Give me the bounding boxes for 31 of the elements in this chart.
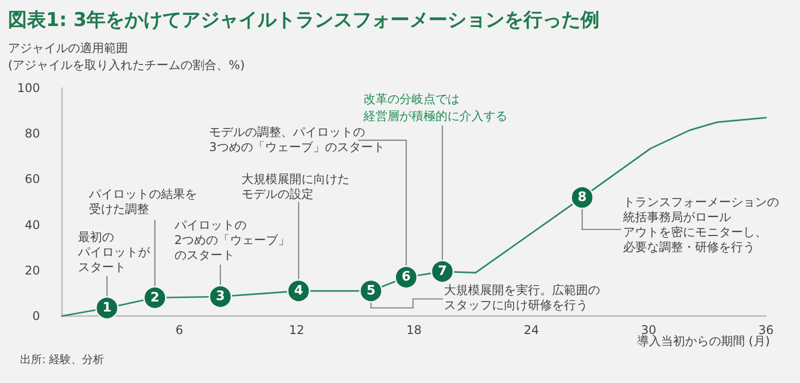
annotation: モデルの調整、パイロットの3つめの「ウェーブ」のスタート	[209, 125, 385, 156]
annotation: パイロットの2つめの「ウェーブ」のスタート	[174, 218, 290, 263]
x-tick-label: 12	[289, 323, 304, 337]
annotation: 最初のパイロットがスタート	[78, 230, 150, 276]
y-tick-label: 80	[24, 126, 40, 141]
x-tick-label: 24	[524, 323, 539, 337]
y-tick-label: 0	[32, 309, 40, 323]
annotation: 3	[216, 289, 225, 304]
annotation: 6	[402, 270, 411, 285]
annotation: 大規模展開を実行。広範囲のスタッフに向け研修を行う	[444, 282, 600, 313]
annotation: 8	[578, 190, 587, 205]
y-axis-title: アジャイルの適用範囲 (アジャイルを取り入れたチームの割合、%)	[8, 40, 245, 74]
annotation: トランスフォーメーションの統括事務局がロールアウトを密にモニターし、必要な調整・研修を行う	[623, 195, 780, 256]
annotation: 4	[294, 283, 304, 298]
annotation: 7	[438, 264, 447, 280]
annotation: 大規模展開に向けたモデルの設定	[242, 172, 350, 202]
y-tick-label: 100	[17, 81, 40, 95]
text: 出所: 経験、分析	[20, 352, 104, 367]
annotation: 2	[150, 290, 160, 306]
x-tick-label: 36	[758, 323, 774, 337]
x-tick-label: 6	[176, 323, 184, 337]
annotation: 改革の分岐点では経営層が積極的に介入する	[363, 90, 508, 125]
y-tick-label: 60	[24, 172, 40, 186]
x-axis-title: 導入当初からの期間 (月)	[636, 334, 770, 349]
y-tick-label: 20	[24, 263, 40, 278]
x-tick-label: 18	[406, 323, 422, 337]
y-tick-label: 40	[24, 218, 40, 232]
annotation: パイロットの結果を受けた調整	[88, 186, 197, 217]
annotation: 5	[366, 283, 376, 298]
chart-title: 図表1: 3年をかけてアジャイルトランスフォーメーションを行った例	[8, 8, 600, 32]
annotation: 1	[102, 300, 112, 316]
